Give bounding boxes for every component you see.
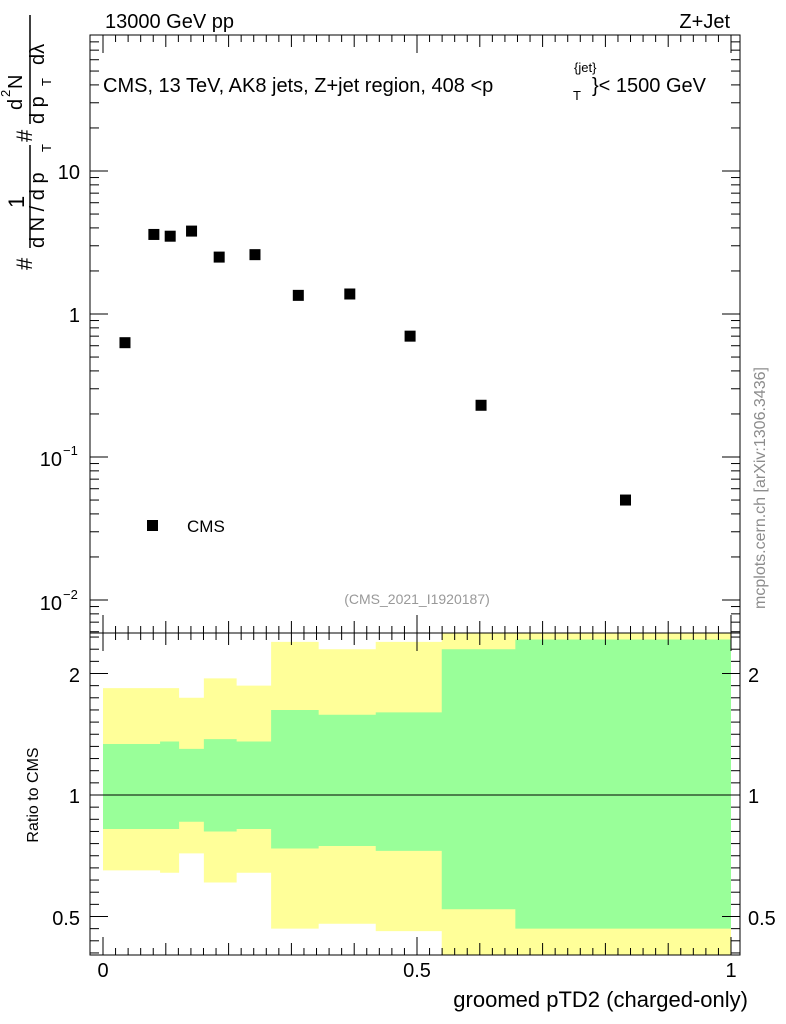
header-right: Z+Jet (679, 11, 730, 33)
cms-data-series (119, 225, 631, 506)
data-point (292, 289, 304, 301)
axis-ticks (90, 35, 740, 955)
ratio-frame (89, 632, 741, 956)
data-point (475, 399, 487, 411)
x-tick-labels: 0 0.5 1 (97, 960, 736, 982)
y-label-den2: d p (27, 96, 49, 124)
y-tick-label-10: 10 (58, 162, 80, 184)
plot-title: CMS, 13 TeV, AK8 jets, Z+jet region, 408… (103, 60, 707, 103)
y-tick-label-0.1: 10 (40, 449, 62, 471)
x-axis-label: groomed pTD2 (charged-only) (453, 987, 748, 1012)
ratio-y-tick-label-1-right: 1 (748, 786, 759, 808)
main-y-axis-label: # 1 d N / d p T # d 2 N d p T dλ (0, 15, 54, 270)
watermark: mcplots.cern.ch [arXiv:1306.3436] (752, 367, 769, 609)
ratio-bands (103, 633, 731, 955)
x-tick-label-1: 1 (725, 960, 736, 982)
ratio-y-tick-label-2: 2 (69, 665, 80, 687)
data-point (148, 228, 160, 240)
x-tick-label-0.5: 0.5 (403, 960, 431, 982)
header-left: 13000 GeV pp (105, 11, 234, 33)
title-sup: {jet} (574, 60, 597, 75)
main-y-tick-labels: 10 1 10 −1 10 −2 (40, 162, 80, 615)
data-point (213, 251, 225, 263)
y-label-den: d N / d p (27, 172, 49, 248)
svg-text:CMS, 13 TeV, AK8 jets, Z+jet r: CMS, 13 TeV, AK8 jets, Z+jet region, 408… (103, 75, 493, 97)
y-label-den-sub: T (39, 144, 54, 152)
y-tick-label-0.1-exp: −1 (63, 443, 78, 458)
y-label-num: d (5, 99, 27, 110)
data-point (344, 288, 356, 300)
ratio-y-tick-label-2-right: 2 (748, 665, 759, 687)
y-tick-label-0.01-exp: −2 (63, 587, 78, 602)
y-label-hash1: # (12, 257, 37, 270)
analysis-id: (CMS_2021_I1920187) (344, 591, 490, 607)
data-point (249, 249, 261, 261)
y-tick-label-0.01: 10 (40, 593, 62, 615)
data-point (164, 230, 176, 242)
x-tick-label-0: 0 (97, 960, 108, 982)
y-label-den2-sub: T (39, 78, 54, 86)
data-point (619, 494, 631, 506)
ratio-y-tick-labels: 2 1 0.5 2 1 0.5 (52, 665, 776, 930)
title-suffix: }< 1500 GeV (592, 75, 707, 97)
legend: CMS (147, 517, 225, 536)
ratio-y-tick-label-0.5: 0.5 (52, 908, 80, 930)
ratio-y-tick-label-1: 1 (69, 786, 80, 808)
y-label-den2-tail: dλ (27, 44, 49, 65)
data-point (404, 330, 416, 342)
ratio-y-axis-label: Ratio to CMS (25, 747, 42, 842)
y-tick-label-1: 1 (69, 305, 80, 327)
y-label-num-n: N (5, 75, 27, 89)
legend-label-cms: CMS (187, 517, 225, 536)
legend-marker-cms (147, 520, 158, 531)
title-sub: T (573, 88, 581, 103)
title-prefix: CMS, 13 TeV, AK8 jets, Z+jet region, 408… (103, 75, 493, 97)
data-point (119, 337, 131, 349)
ratio-band-1sigma (103, 639, 731, 929)
y-label-hash2: # (12, 129, 37, 142)
ratio-y-tick-label-0.5-right: 0.5 (748, 908, 776, 930)
y-label-one: 1 (4, 196, 29, 208)
data-point (186, 225, 198, 237)
y-label-num-sup: 2 (0, 90, 13, 97)
